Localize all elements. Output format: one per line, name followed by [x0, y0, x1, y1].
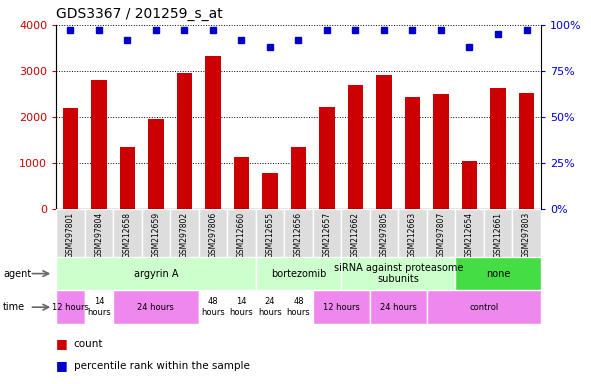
Bar	[519, 93, 534, 209]
Bar	[113, 209, 142, 257]
Bar	[341, 257, 455, 290]
Bar	[56, 209, 85, 257]
Text: GSM297801: GSM297801	[66, 212, 75, 258]
Text: bortezomib: bortezomib	[271, 268, 326, 279]
Bar	[256, 257, 341, 290]
Text: GSM212658: GSM212658	[123, 212, 132, 258]
Text: 48
hours: 48 hours	[287, 298, 310, 317]
Bar	[433, 94, 449, 209]
Text: GSM297805: GSM297805	[379, 212, 388, 258]
Bar	[142, 209, 170, 257]
Bar	[256, 209, 284, 257]
Bar	[227, 209, 256, 257]
Bar	[427, 290, 541, 324]
Bar	[56, 290, 85, 324]
Bar	[370, 209, 398, 257]
Text: GSM297803: GSM297803	[522, 212, 531, 258]
Text: ■: ■	[56, 359, 68, 372]
Bar	[56, 257, 256, 290]
Text: percentile rank within the sample: percentile rank within the sample	[74, 361, 250, 371]
Bar	[113, 290, 199, 324]
Bar	[462, 161, 478, 209]
Text: 24 hours: 24 hours	[380, 303, 417, 312]
Bar	[348, 85, 363, 209]
Text: 12 hours: 12 hours	[323, 303, 360, 312]
Bar	[455, 209, 484, 257]
Bar	[405, 97, 420, 209]
Text: GSM212661: GSM212661	[493, 212, 502, 258]
Bar	[284, 209, 313, 257]
Bar	[341, 209, 370, 257]
Text: GSM297804: GSM297804	[95, 212, 103, 258]
Bar	[490, 88, 506, 209]
Text: 14
hours: 14 hours	[229, 298, 254, 317]
Text: GSM212660: GSM212660	[237, 212, 246, 258]
Text: 12 hours: 12 hours	[52, 303, 89, 312]
Bar	[85, 290, 113, 324]
Bar	[313, 209, 341, 257]
Bar	[233, 157, 249, 209]
Bar	[85, 209, 113, 257]
Text: control: control	[469, 303, 498, 312]
Text: GSM212663: GSM212663	[408, 212, 417, 258]
Text: 48
hours: 48 hours	[201, 298, 225, 317]
Text: 14
hours: 14 hours	[87, 298, 111, 317]
Text: count: count	[74, 339, 103, 349]
Text: ■: ■	[56, 337, 68, 350]
Text: GSM212655: GSM212655	[265, 212, 274, 258]
Bar	[455, 257, 541, 290]
Bar	[256, 290, 284, 324]
Bar	[291, 147, 306, 209]
Bar	[376, 75, 392, 209]
Bar	[512, 209, 541, 257]
Bar	[199, 290, 227, 324]
Bar	[91, 80, 107, 209]
Text: none: none	[486, 268, 510, 279]
Bar	[284, 290, 313, 324]
Bar	[148, 119, 164, 209]
Bar	[398, 209, 427, 257]
Bar	[484, 209, 512, 257]
Text: GDS3367 / 201259_s_at: GDS3367 / 201259_s_at	[56, 7, 223, 21]
Text: GSM297807: GSM297807	[437, 212, 446, 258]
Bar	[119, 147, 135, 209]
Text: time: time	[3, 302, 25, 312]
Text: siRNA against proteasome
subunits: siRNA against proteasome subunits	[333, 263, 463, 285]
Text: GSM212654: GSM212654	[465, 212, 474, 258]
Text: GSM297806: GSM297806	[209, 212, 217, 258]
Bar	[313, 290, 370, 324]
Text: GSM212659: GSM212659	[151, 212, 160, 258]
Text: 24 hours: 24 hours	[138, 303, 174, 312]
Text: argyrin A: argyrin A	[134, 268, 178, 279]
Text: GSM297802: GSM297802	[180, 212, 189, 258]
Bar	[170, 209, 199, 257]
Bar	[227, 290, 256, 324]
Bar	[199, 209, 227, 257]
Bar	[63, 108, 78, 209]
Bar	[370, 290, 427, 324]
Bar	[205, 56, 221, 209]
Text: agent: agent	[3, 268, 31, 279]
Bar	[319, 107, 335, 209]
Bar	[177, 73, 192, 209]
Text: GSM212662: GSM212662	[351, 212, 360, 258]
Text: 24
hours: 24 hours	[258, 298, 282, 317]
Text: GSM212657: GSM212657	[323, 212, 332, 258]
Bar	[427, 209, 455, 257]
Text: GSM212656: GSM212656	[294, 212, 303, 258]
Bar	[262, 173, 278, 209]
